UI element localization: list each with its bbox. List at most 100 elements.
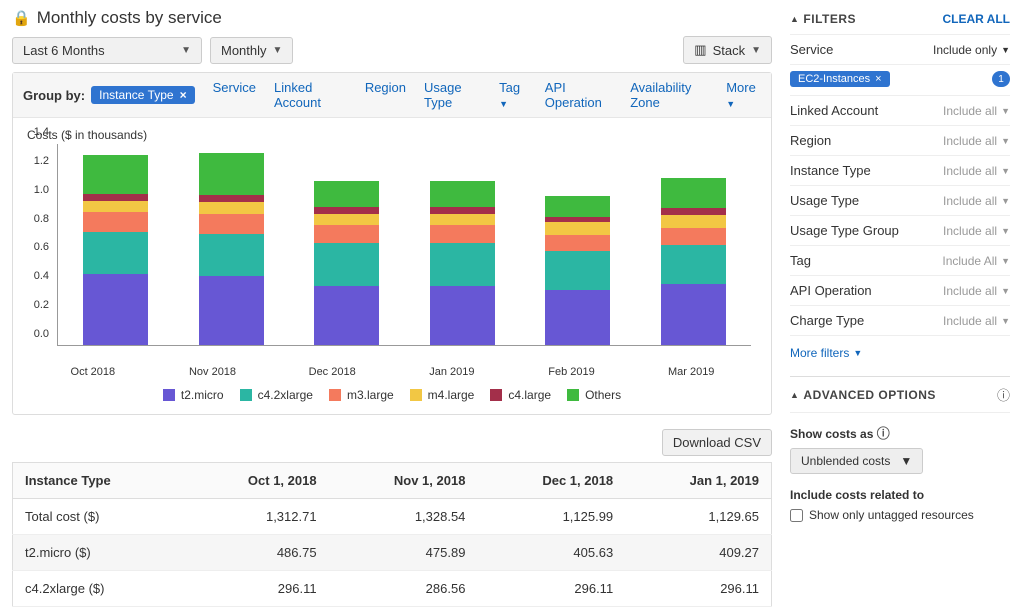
bar-stack[interactable] [661,178,726,345]
bar-segment[interactable] [430,181,495,207]
bar-segment[interactable] [83,201,148,213]
bar-segment[interactable] [545,222,610,235]
table-header[interactable]: Instance Type [13,463,185,499]
bar-segment[interactable] [661,228,726,245]
legend-item[interactable]: m3.large [329,388,394,402]
bar-segment[interactable] [661,284,726,345]
bar-icon: ▥ [694,42,706,58]
y-tick: 0.4 [27,270,49,282]
bar-segment[interactable] [661,178,726,208]
info-icon[interactable]: ⓘ [997,385,1010,404]
groupby-link[interactable]: Linked Account [274,80,347,110]
y-axis-label: Costs ($ in thousands) [27,128,757,142]
bar-stack[interactable] [545,196,610,345]
caret-down-icon: ▼ [181,45,191,56]
bar-stack[interactable] [430,181,495,345]
legend-swatch [240,389,252,401]
bar-stack[interactable] [314,181,379,345]
bar-segment[interactable] [83,194,148,201]
page-title: Monthly costs by service [37,8,222,28]
bar-segment[interactable] [199,202,264,214]
bar-segment[interactable] [430,243,495,286]
bar-segment[interactable] [199,234,264,276]
y-tick: 0.0 [27,328,49,340]
groupby-more[interactable]: More ▼ [726,80,761,110]
bar-segment[interactable] [83,232,148,274]
untagged-checkbox[interactable]: Show only untagged resources [790,508,1010,522]
filter-service[interactable]: Service Include only▼ [790,35,1010,65]
advanced-heading[interactable]: ▲ADVANCED OPTIONS [790,388,936,402]
bar-segment[interactable] [314,207,379,214]
table-header[interactable]: Nov 1, 2018 [329,463,478,499]
bar-segment[interactable] [430,286,495,345]
download-csv-button[interactable]: Download CSV [662,429,772,456]
filter-row[interactable]: Usage TypeInclude all ▼ [790,186,1010,216]
filters-heading[interactable]: ▲FILTERS [790,12,856,26]
legend-item[interactable]: c4.2xlarge [240,388,313,402]
groupby-link[interactable]: Tag ▼ [499,80,527,110]
x-label: Oct 2018 [33,366,153,378]
groupby-link[interactable]: Service [213,80,256,110]
costs-table: Instance TypeOct 1, 2018Nov 1, 2018Dec 1… [12,462,772,607]
bar-segment[interactable] [545,290,610,345]
legend-item[interactable]: t2.micro [163,388,224,402]
filter-row[interactable]: Charge TypeInclude all ▼ [790,306,1010,336]
table-header[interactable]: Oct 1, 2018 [184,463,328,499]
bar-stack[interactable] [83,155,148,345]
filter-row[interactable]: Usage Type GroupInclude all ▼ [790,216,1010,246]
bar-stack[interactable] [199,153,264,345]
close-icon[interactable]: × [875,73,881,85]
clear-all-link[interactable]: CLEAR ALL [942,12,1010,26]
close-icon[interactable]: × [180,88,187,102]
filter-row[interactable]: RegionInclude all ▼ [790,126,1010,156]
groupby-link[interactable]: API Operation [545,80,612,110]
bar-segment[interactable] [545,251,610,290]
bar-segment[interactable] [199,276,264,345]
groupby-link[interactable]: Usage Type [424,80,481,110]
bar-segment[interactable] [545,235,610,251]
more-filters-link[interactable]: More filters▼ [790,336,862,370]
bar-segment[interactable] [314,286,379,345]
legend-swatch [490,389,502,401]
bar-segment[interactable] [430,225,495,242]
bar-segment[interactable] [314,225,379,242]
show-costs-select[interactable]: Unblended costs ▼ [790,448,923,474]
bar-segment[interactable] [430,207,495,214]
filter-row[interactable]: Linked AccountInclude all ▼ [790,96,1010,126]
bar-segment[interactable] [661,245,726,284]
range-selector[interactable]: Last 6 Months ▼ [12,37,202,64]
legend-item[interactable]: m4.large [410,388,475,402]
filter-row[interactable]: API OperationInclude all ▼ [790,276,1010,306]
filter-row[interactable]: Instance TypeInclude all ▼ [790,156,1010,186]
filter-row[interactable]: TagInclude All ▼ [790,246,1010,276]
show-costs-label: Show costs as ⓘ [790,423,1010,442]
groupby-link[interactable]: Region [365,80,406,110]
table-header[interactable]: Jan 1, 2019 [625,463,771,499]
bar-segment[interactable] [661,215,726,228]
bar-segment[interactable] [661,208,726,215]
service-chip[interactable]: EC2-Instances × [790,71,890,87]
bar-segment[interactable] [314,181,379,207]
bar-segment[interactable] [314,214,379,226]
legend-swatch [567,389,579,401]
bar-segment[interactable] [83,212,148,232]
table-header[interactable]: Dec 1, 2018 [477,463,625,499]
bar-segment[interactable] [83,155,148,194]
info-icon[interactable]: ⓘ [877,426,890,441]
bar-segment[interactable] [199,195,264,202]
legend-item[interactable]: c4.large [490,388,551,402]
bar-segment[interactable] [83,274,148,345]
groupby-active-pill[interactable]: Instance Type × [91,86,195,104]
bar-segment[interactable] [545,196,610,216]
bar-segment[interactable] [199,153,264,195]
granularity-selector[interactable]: Monthly ▼ [210,37,293,64]
bar-segment[interactable] [430,214,495,226]
bar-segment[interactable] [314,243,379,286]
bar-segment[interactable] [199,214,264,234]
caret-down-icon: ▼ [273,45,283,56]
legend-item[interactable]: Others [567,388,621,402]
legend-swatch [163,389,175,401]
x-label: Nov 2018 [153,366,273,378]
chart-type-selector[interactable]: ▥ Stack ▼ [683,36,772,64]
groupby-link[interactable]: Availability Zone [630,80,708,110]
